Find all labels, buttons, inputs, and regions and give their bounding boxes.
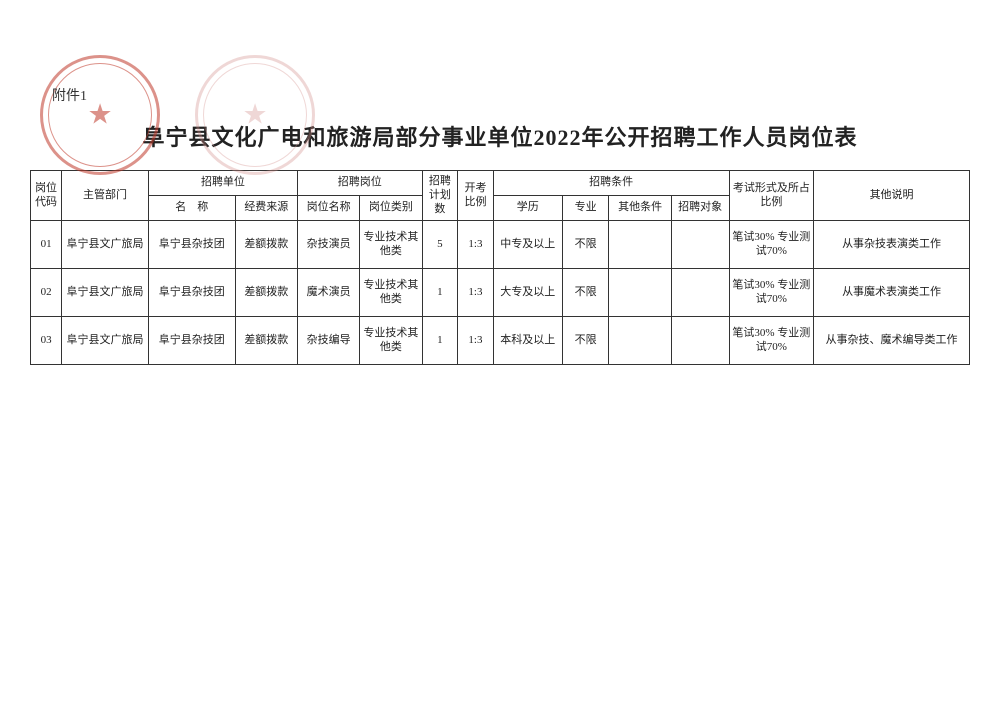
th-post-name: 岗位名称 bbox=[297, 196, 359, 221]
cell-fund: 差额拨款 bbox=[235, 269, 297, 317]
th-other: 其他条件 bbox=[609, 196, 671, 221]
th-count: 招聘计划数 bbox=[422, 171, 458, 221]
th-code: 岗位代码 bbox=[31, 171, 62, 221]
cell-exam: 笔试30% 专业测试70% bbox=[729, 269, 814, 317]
cell-post_type: 专业技术其他类 bbox=[360, 269, 422, 317]
th-target: 招聘对象 bbox=[671, 196, 729, 221]
cell-post_name: 杂技演员 bbox=[297, 221, 359, 269]
table-header: 岗位代码 主管部门 招聘单位 招聘岗位 招聘计划数 开考比例 招聘条件 考试形式… bbox=[31, 171, 970, 221]
cell-other bbox=[609, 269, 671, 317]
cell-count: 1 bbox=[422, 317, 458, 365]
cell-other bbox=[609, 221, 671, 269]
cell-post_type: 专业技术其他类 bbox=[360, 317, 422, 365]
th-unit-group: 招聘单位 bbox=[148, 171, 297, 196]
cell-dept: 阜宁县文广旅局 bbox=[62, 317, 149, 365]
cell-post_name: 杂技编导 bbox=[297, 317, 359, 365]
table-row: 02阜宁县文广旅局阜宁县杂技团差额拨款魔术演员专业技术其他类11:3大专及以上不… bbox=[31, 269, 970, 317]
attachment-label: 附件1 bbox=[52, 85, 87, 105]
cell-note: 从事杂技表演类工作 bbox=[814, 221, 970, 269]
table-body: 01阜宁县文广旅局阜宁县杂技团差额拨款杂技演员专业技术其他类51:3中专及以上不… bbox=[31, 221, 970, 365]
cell-code: 02 bbox=[31, 269, 62, 317]
cell-target bbox=[671, 317, 729, 365]
th-unit-name: 名 称 bbox=[148, 196, 235, 221]
stamp-right-outer bbox=[195, 55, 315, 175]
cell-target bbox=[671, 269, 729, 317]
th-ratio: 开考比例 bbox=[458, 171, 494, 221]
th-note: 其他说明 bbox=[814, 171, 970, 221]
cell-count: 1 bbox=[422, 269, 458, 317]
th-cond-group: 招聘条件 bbox=[493, 171, 729, 196]
table-row: 01阜宁县文广旅局阜宁县杂技团差额拨款杂技演员专业技术其他类51:3中专及以上不… bbox=[31, 221, 970, 269]
stamp-left: ★ bbox=[40, 55, 160, 175]
cell-other bbox=[609, 317, 671, 365]
th-edu: 学历 bbox=[493, 196, 562, 221]
cell-code: 01 bbox=[31, 221, 62, 269]
stamp-right: ★ bbox=[195, 55, 315, 175]
cell-target bbox=[671, 221, 729, 269]
cell-post_name: 魔术演员 bbox=[297, 269, 359, 317]
page: ★ ★ 附件1 阜宁县文化广电和旅游局部分事业单位2022年公开招聘工作人员岗位… bbox=[0, 0, 1000, 704]
th-dept: 主管部门 bbox=[62, 171, 149, 221]
cell-note: 从事魔术表演类工作 bbox=[814, 269, 970, 317]
cell-ratio: 1:3 bbox=[458, 317, 494, 365]
th-post-group: 招聘岗位 bbox=[297, 171, 422, 196]
cell-major: 不限 bbox=[562, 269, 609, 317]
cell-edu: 中专及以上 bbox=[493, 221, 562, 269]
cell-unit: 阜宁县杂技团 bbox=[148, 317, 235, 365]
cell-edu: 大专及以上 bbox=[493, 269, 562, 317]
cell-exam: 笔试30% 专业测试70% bbox=[729, 221, 814, 269]
cell-major: 不限 bbox=[562, 221, 609, 269]
cell-dept: 阜宁县文广旅局 bbox=[62, 221, 149, 269]
cell-exam: 笔试30% 专业测试70% bbox=[729, 317, 814, 365]
cell-unit: 阜宁县杂技团 bbox=[148, 269, 235, 317]
th-exam: 考试形式及所占比例 bbox=[729, 171, 814, 221]
cell-major: 不限 bbox=[562, 317, 609, 365]
positions-table: 岗位代码 主管部门 招聘单位 招聘岗位 招聘计划数 开考比例 招聘条件 考试形式… bbox=[30, 170, 970, 365]
cell-post_type: 专业技术其他类 bbox=[360, 221, 422, 269]
cell-note: 从事杂技、魔术编导类工作 bbox=[814, 317, 970, 365]
cell-count: 5 bbox=[422, 221, 458, 269]
cell-ratio: 1:3 bbox=[458, 269, 494, 317]
cell-fund: 差额拨款 bbox=[235, 221, 297, 269]
cell-code: 03 bbox=[31, 317, 62, 365]
cell-dept: 阜宁县文广旅局 bbox=[62, 269, 149, 317]
table-row: 03阜宁县文广旅局阜宁县杂技团差额拨款杂技编导专业技术其他类11:3本科及以上不… bbox=[31, 317, 970, 365]
cell-unit: 阜宁县杂技团 bbox=[148, 221, 235, 269]
page-title: 阜宁县文化广电和旅游局部分事业单位2022年公开招聘工作人员岗位表 bbox=[30, 120, 970, 152]
cell-ratio: 1:3 bbox=[458, 221, 494, 269]
th-post-type: 岗位类别 bbox=[360, 196, 422, 221]
stamp-left-outer bbox=[40, 55, 160, 175]
th-major: 专业 bbox=[562, 196, 609, 221]
th-fund: 经费来源 bbox=[235, 196, 297, 221]
cell-fund: 差额拨款 bbox=[235, 317, 297, 365]
cell-edu: 本科及以上 bbox=[493, 317, 562, 365]
